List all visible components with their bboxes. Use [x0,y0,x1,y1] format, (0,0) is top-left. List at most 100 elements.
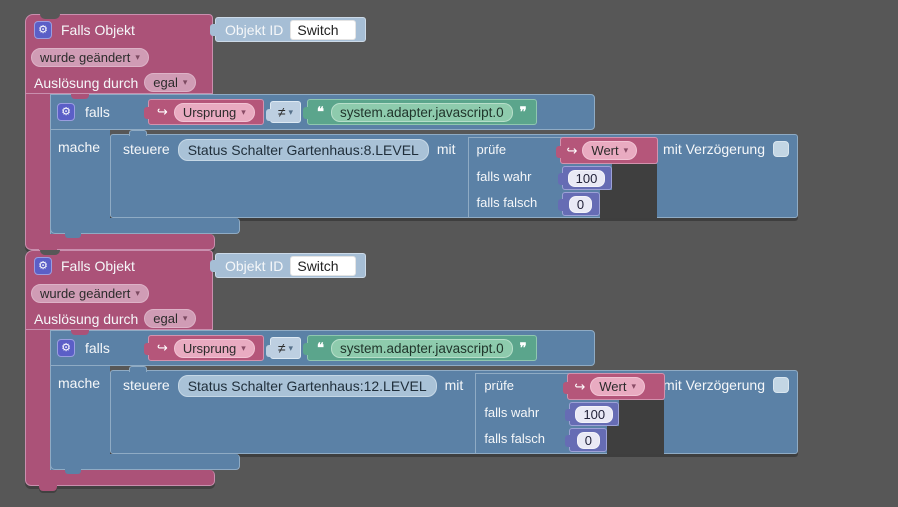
control-oid-field[interactable]: Status Schalter Gartenhaus:8.LEVEL [177,139,429,161]
quote-close-icon: ❞ [519,104,527,119]
left-connector-tab [557,173,564,185]
comparison-operator-block[interactable]: ≠ ▾ [265,337,302,359]
chevron-down-icon: ▾ [135,52,140,62]
block-stack[interactable]: ⚙ Falls Objekt wurde geändert ▾ Auslösun… [25,250,898,498]
test-value-block[interactable]: ↪ Wert ▾ [555,137,658,164]
statement-notch [71,94,89,99]
string-value-field[interactable]: system.adapter.javascript.0 [331,102,513,122]
trigger-by-label: Auslösung durch [34,74,139,91]
object-id-label: Objekt ID [225,21,284,38]
if-next-connector [65,469,81,474]
control-label: steuere [123,141,170,157]
test-value-dropdown[interactable]: Wert ▾ [582,141,638,160]
control-oid-field[interactable]: Status Schalter Gartenhaus:12.LEVEL [177,375,437,397]
true-number-field[interactable]: 100 [575,405,614,423]
chevron-down-icon: ▾ [631,381,636,391]
object-id-input[interactable] [290,255,357,276]
chevron-down-icon: ▾ [623,145,629,155]
test-label: prüfe [476,142,507,157]
trigger-title: Falls Objekt [61,22,135,38]
if-block[interactable]: ⚙ falls ↪ Ursprung ▾ ≠ ▾ [50,330,595,366]
chevron-down-icon: ▾ [135,288,140,298]
trigger-by-dropdown[interactable]: egal ▾ [144,73,197,92]
delay-checkbox[interactable] [773,377,789,393]
trigger-by-label: Auslösung durch [34,310,139,327]
ternary-block[interactable]: prüfe falls wahr falls falsch ↪ Wert ▾ 1… [467,137,658,218]
trigger-block[interactable]: ⚙ Falls Objekt wurde geändert ▾ Auslösun… [25,14,213,94]
if-next-connector [65,233,81,238]
comparison-operator-block[interactable]: ≠ ▾ [265,101,302,123]
string-block[interactable]: ❝ system.adapter.javascript.0 ❞ [303,335,537,361]
object-id-block[interactable]: Objekt ID [210,253,367,278]
left-connector-tab [555,146,562,158]
trigger-by-dropdown[interactable]: egal ▾ [144,309,197,328]
false-number-block[interactable]: 0 [565,428,608,452]
false-number-field[interactable]: 0 [576,431,600,449]
left-connector-tab [265,109,272,121]
left-connector-tab [557,199,564,211]
chevron-down-icon: ▾ [288,106,294,117]
value-socket [611,164,657,218]
left-connector-tab [303,107,310,119]
control-block[interactable]: steuere Status Schalter Gartenhaus:8.LEV… [110,130,798,218]
string-value-field[interactable]: system.adapter.javascript.0 [331,338,513,358]
left-connector-tab [210,24,217,36]
false-number-field[interactable]: 0 [568,195,593,213]
test-label: prüfe [484,378,514,393]
trigger-title: Falls Objekt [61,258,135,274]
ternary-block[interactable]: prüfe falls wahr falls falsch ↪ Wert ▾ 1… [475,373,666,454]
change-mode-dropdown[interactable]: wurde geändert ▾ [31,284,149,303]
gear-icon[interactable]: ⚙ [34,21,52,39]
left-connector-tab [210,260,217,272]
trigger-next-connector [39,485,57,491]
source-value-block[interactable]: ↪ Ursprung ▾ [143,335,264,361]
gear-icon[interactable]: ⚙ [34,257,52,275]
left-connector-tab [565,435,572,447]
delay-label: mit Verzögerung [663,141,765,157]
object-id-label: Objekt ID [225,257,284,274]
true-number-block[interactable]: 100 [565,402,620,426]
if-false-label: falls falsch [484,431,546,446]
insert-arrow-icon: ↪ [574,378,586,394]
quote-open-icon: ❝ [317,104,325,119]
false-number-block[interactable]: 0 [557,192,600,216]
left-connector-tab [303,343,310,355]
previous-connector-notch [40,14,60,19]
test-value-block[interactable]: ↪ Wert ▾ [563,373,666,400]
left-connector-tab [143,107,150,119]
insert-arrow-icon: ↪ [156,104,168,119]
source-dropdown[interactable]: Ursprung ▾ [173,102,255,122]
do-label: mache [58,375,101,391]
control-block[interactable]: steuere Status Schalter Gartenhaus:12.LE… [110,366,798,454]
left-connector-tab [265,345,272,357]
true-number-block[interactable]: 100 [557,166,612,190]
left-connector-tab [143,343,150,355]
true-number-field[interactable]: 100 [567,169,606,187]
object-id-block[interactable]: Objekt ID [210,17,367,42]
object-id-input[interactable] [290,19,357,40]
trigger-block[interactable]: ⚙ Falls Objekt wurde geändert ▾ Auslösun… [25,250,213,330]
statement-notch [129,130,147,136]
test-value-dropdown[interactable]: Wert ▾ [590,377,645,396]
previous-connector-notch [40,250,60,255]
if-true-label: falls wahr [484,405,540,420]
if-block-foot [50,454,240,470]
source-value-block[interactable]: ↪ Ursprung ▾ [143,99,264,125]
if-label: falls [85,104,110,120]
if-true-label: falls wahr [476,169,532,184]
delay-label: mit Verzögerung [663,377,765,393]
change-mode-dropdown[interactable]: wurde geändert ▾ [31,48,149,67]
with-label: mit [444,377,464,393]
string-block[interactable]: ❝ system.adapter.javascript.0 ❞ [303,99,537,125]
source-dropdown[interactable]: Ursprung ▾ [173,338,255,358]
gear-icon[interactable]: ⚙ [57,339,75,357]
control-label: steuere [123,377,170,393]
block-stack[interactable]: ⚙ Falls Objekt wurde geändert ▾ Auslösun… [25,14,898,262]
delay-checkbox[interactable] [773,141,789,157]
do-label: mache [58,139,101,155]
gear-icon[interactable]: ⚙ [57,103,75,121]
left-connector-tab [563,382,570,394]
if-block[interactable]: ⚙ falls ↪ Ursprung ▾ ≠ ▾ [50,94,595,130]
statement-notch [129,366,147,372]
